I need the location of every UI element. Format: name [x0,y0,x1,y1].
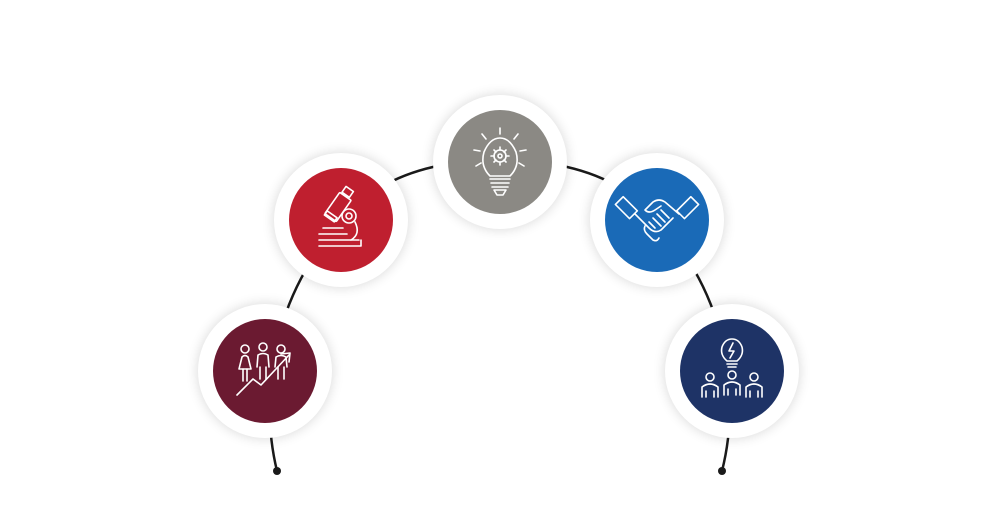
team-growth-disc [213,319,317,423]
node-partnership [590,153,724,287]
team-idea-icon [701,338,763,398]
node-innovation [433,95,567,229]
team-growth-chart-icon [236,342,291,396]
handshake-icon [614,195,700,242]
node-teamwork [665,304,799,438]
lightbulb-gear-icon [473,127,527,196]
teamwork-disc [680,319,784,423]
arc-end-dot [718,467,726,475]
node-team-growth [198,304,332,438]
partnership-disc [605,168,709,272]
microscope-icon [318,185,362,247]
node-research [274,153,408,287]
research-disc [289,168,393,272]
arc-start-dot [273,467,281,475]
innovation-disc [448,110,552,214]
